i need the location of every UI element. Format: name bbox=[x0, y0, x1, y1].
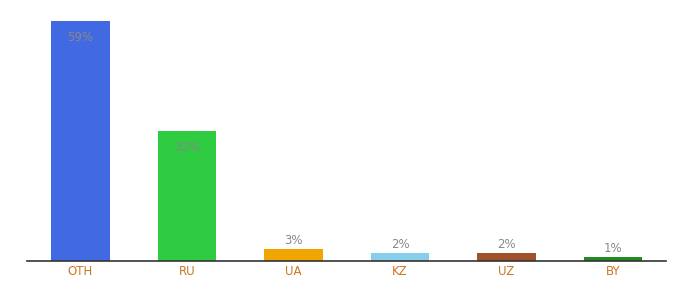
Bar bbox=[584, 257, 643, 261]
Text: 32%: 32% bbox=[174, 141, 200, 154]
Bar bbox=[371, 253, 429, 261]
Bar bbox=[265, 249, 323, 261]
Bar bbox=[51, 21, 109, 261]
Text: 3%: 3% bbox=[284, 234, 303, 247]
Text: 59%: 59% bbox=[67, 32, 93, 44]
Text: 2%: 2% bbox=[497, 238, 516, 251]
Bar bbox=[477, 253, 536, 261]
Bar bbox=[158, 131, 216, 261]
Text: 2%: 2% bbox=[391, 238, 409, 251]
Text: 1%: 1% bbox=[604, 242, 622, 255]
